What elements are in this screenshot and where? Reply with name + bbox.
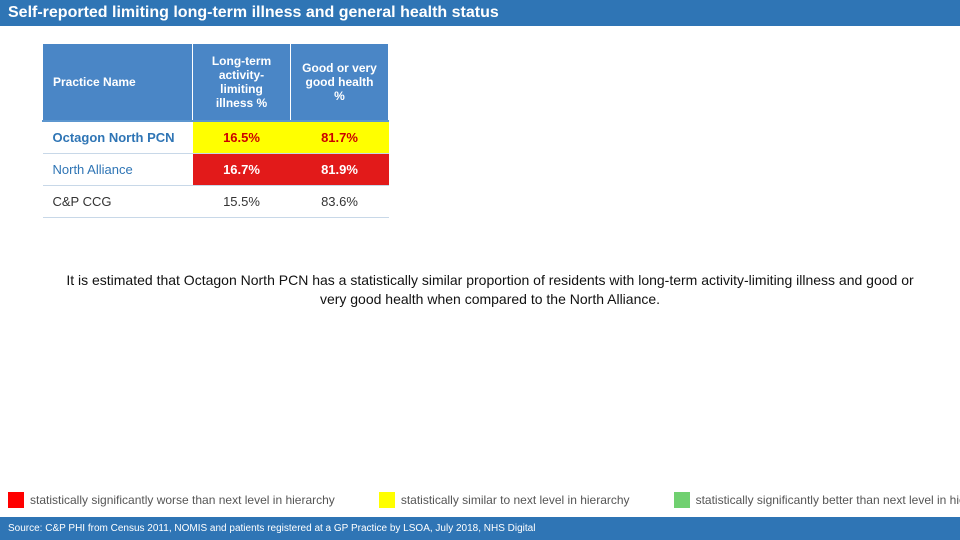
legend-label: statistically similar to next level in h… [401,493,630,507]
legend-swatch [379,492,395,508]
cell-value: 15.5% [193,186,291,218]
legend-item: statistically significantly worse than n… [8,492,335,508]
row-name: Octagon North PCN [43,121,193,154]
col-header-practice: Practice Name [43,44,193,121]
row-name: North Alliance [43,154,193,186]
cell-value: 81.9% [291,154,389,186]
legend-item: statistically similar to next level in h… [379,492,630,508]
col-header-illness: Long-term activity-limiting illness % [193,44,291,121]
cell-value: 83.6% [291,186,389,218]
slide: Self-reported limiting long-term illness… [0,0,960,540]
page-title: Self-reported limiting long-term illness… [0,0,960,26]
table-header-row: Practice Name Long-term activity-limitin… [43,44,389,121]
row-name: C&P CCG [43,186,193,218]
table-container: Practice Name Long-term activity-limitin… [0,26,960,218]
col-header-good-health: Good or very good health % [291,44,389,121]
legend: statistically significantly worse than n… [8,492,952,508]
legend-item: statistically significantly better than … [674,492,960,508]
table-row: Octagon North PCN16.5%81.7% [43,121,389,154]
cell-value: 16.7% [193,154,291,186]
description-text: It is estimated that Octagon North PCN h… [60,271,920,309]
table-body: Octagon North PCN16.5%81.7%North Allianc… [43,121,389,218]
legend-label: statistically significantly worse than n… [30,493,335,507]
legend-label: statistically significantly better than … [696,493,960,507]
table-row: C&P CCG15.5%83.6% [43,186,389,218]
legend-swatch [674,492,690,508]
table-row: North Alliance16.7%81.9% [43,154,389,186]
health-table: Practice Name Long-term activity-limitin… [42,44,389,218]
legend-swatch [8,492,24,508]
cell-value: 16.5% [193,121,291,154]
source-citation: Source: C&P PHI from Census 2011, NOMIS … [0,517,960,540]
cell-value: 81.7% [291,121,389,154]
